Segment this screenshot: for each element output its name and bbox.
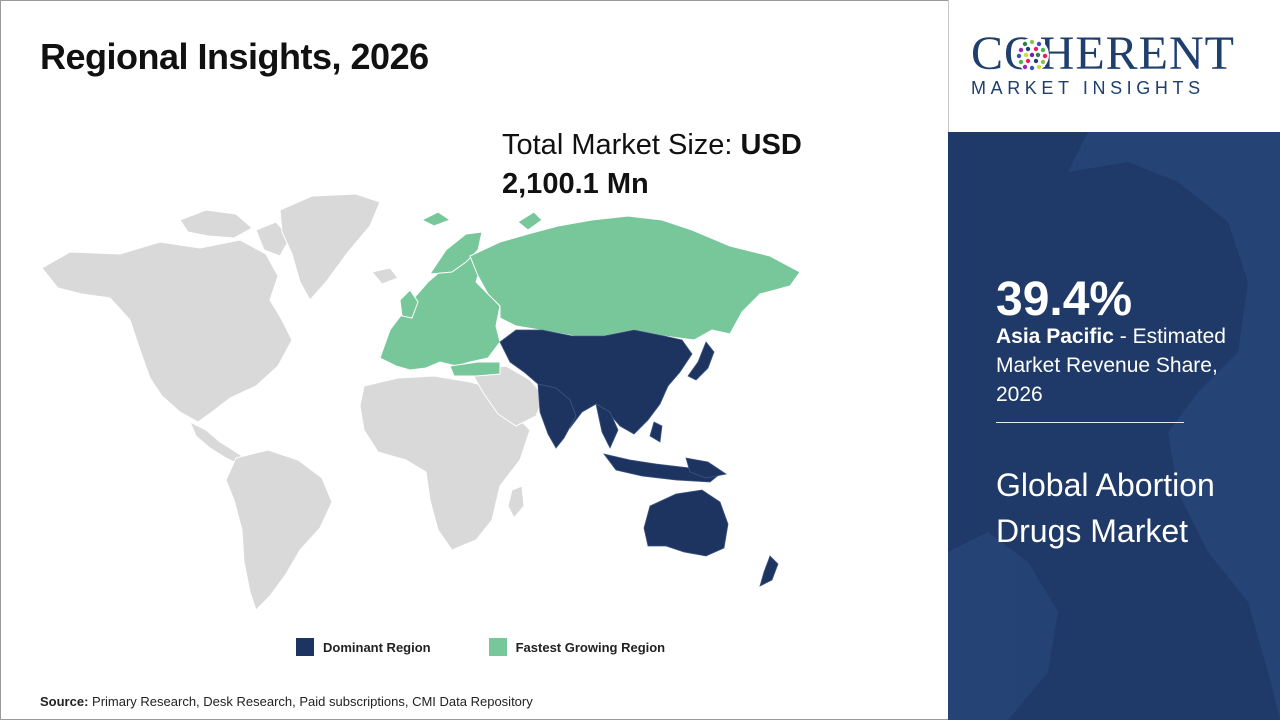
total-market-label: Total Market Size: [502,129,733,161]
map-australia [643,489,729,557]
source-label: Source: [40,694,89,709]
map-svalbard [420,211,452,227]
panel-background-map [948,132,1280,720]
legend-fastest-label: Fastest Growing Region [515,639,666,655]
map-new-zealand [759,555,779,587]
map-philippines [649,421,663,443]
world-map [41,193,801,611]
map-south-america [225,449,333,611]
source-note: Source: Primary Research, Desk Research,… [40,694,533,709]
map-japan [687,341,715,381]
content-area: Regional Insights, 2026 Total Market Siz… [40,36,802,709]
total-market-unit: USD [740,129,802,161]
map-madagascar [507,485,525,519]
stat-value: 39.4% [996,273,1133,326]
map-turkey [449,361,501,377]
logo: COHERENT MARKET INSIGHTS [948,0,1280,132]
legend-fastest: Fastest Growing Region [488,638,666,656]
map-novaya-zemlya [517,211,543,231]
map-canadian-arctic [179,209,253,239]
map-uk [399,289,419,319]
map-legend: Dominant Region Fastest Growing Region [296,638,723,656]
legend-fastest-swatch [488,638,507,656]
legend-dominant-swatch [296,638,314,656]
map-africa [359,375,531,551]
market-title: Global Abortion Drugs Market [996,467,1215,549]
source-text: Primary Research, Desk Research, Paid su… [92,694,533,709]
map-new-guinea [685,457,728,479]
page-title: Regional Insights, 2026 [40,36,429,77]
map-indonesia [603,453,721,483]
map-scandinavia [429,231,483,275]
map-russia [469,215,801,341]
stat-description: Asia Pacific - Estimated Market Revenue … [996,322,1256,409]
map-middle-east [469,365,545,427]
panel-divider [996,422,1184,423]
stat-text: - Estimated Market Revenue Share, 2026 [996,325,1226,406]
legend-dominant-label: Dominant Region [323,639,431,655]
logo-tagline: MARKET INSIGHTS [971,78,1205,98]
stat-panel: 39.4% Asia Pacific - Estimated Market Re… [948,132,1280,720]
total-market-value: 2,100.1 Mn [502,168,649,200]
total-market-size: Total Market Size: USD 2,100.1 Mn [502,126,802,204]
map-se-asia [595,403,619,449]
map-north-america [41,239,293,423]
map-india [537,383,577,449]
globe-icon [1015,38,1049,72]
map-iceland [371,267,399,285]
stat-region: Asia Pacific [996,325,1114,348]
legend-dominant: Dominant Region [296,638,431,656]
logo-wordmark: COHERENT [971,27,1235,80]
side-panel: COHERENT MARKET INSIGHTS 39.4% Asia Paci… [948,0,1280,720]
map-greenland [279,193,381,301]
